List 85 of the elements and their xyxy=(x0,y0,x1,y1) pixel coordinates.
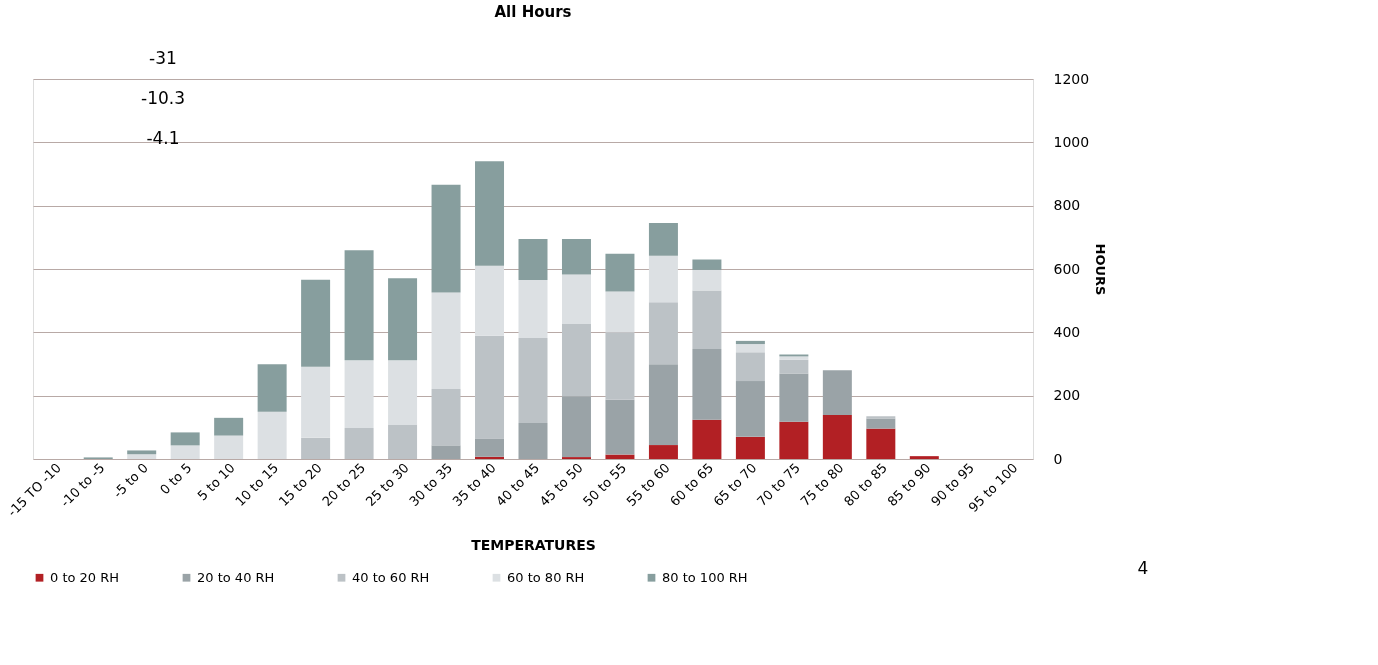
bar xyxy=(648,364,678,446)
legend-label: 60 to 80 RH xyxy=(507,569,585,585)
y-tick-label: 600 xyxy=(1053,260,1081,277)
bar xyxy=(431,292,461,390)
bar xyxy=(475,265,505,336)
bar xyxy=(735,340,765,345)
bar xyxy=(866,428,896,459)
bar xyxy=(388,278,418,361)
legend-label: 20 to 40 RH xyxy=(197,569,275,585)
x-axis-title: TEMPERATURES xyxy=(471,537,596,554)
bar xyxy=(648,255,678,303)
bar xyxy=(388,360,418,425)
y-tick-label: 0 xyxy=(1053,450,1063,467)
bar xyxy=(518,280,548,339)
bar xyxy=(735,381,765,437)
bar xyxy=(605,332,635,400)
y-tick-label: 200 xyxy=(1053,387,1081,404)
bar xyxy=(518,338,548,423)
bar xyxy=(475,438,505,457)
bar xyxy=(214,435,244,459)
bar xyxy=(779,421,809,459)
bar xyxy=(344,427,374,459)
bar xyxy=(301,279,331,367)
x-tick-label: 0 to 5 xyxy=(156,460,195,498)
bar xyxy=(692,259,722,270)
bar xyxy=(127,454,157,459)
bar xyxy=(344,360,374,428)
bar xyxy=(561,238,591,275)
bar xyxy=(127,450,157,455)
bar xyxy=(475,335,505,439)
bar xyxy=(475,456,505,459)
bar xyxy=(431,184,461,293)
chart-title: All Hours xyxy=(494,3,572,21)
legend-label: 80 to 100 RH xyxy=(662,569,748,585)
bar xyxy=(692,349,722,420)
bar xyxy=(605,399,635,455)
bar xyxy=(388,424,418,459)
bar xyxy=(735,344,765,353)
bar xyxy=(257,411,287,459)
bar xyxy=(257,364,287,412)
bar xyxy=(605,253,635,292)
annotation: -10.3 xyxy=(141,88,185,108)
bar xyxy=(648,445,678,459)
legend-label: 40 to 60 RH xyxy=(352,569,430,585)
bar xyxy=(518,422,548,459)
bar xyxy=(866,418,896,429)
y-tick-label: 400 xyxy=(1053,323,1081,340)
bar xyxy=(214,417,244,436)
bar xyxy=(648,302,678,365)
bar xyxy=(692,269,722,291)
y-tick-label: 1200 xyxy=(1053,70,1090,87)
bar xyxy=(779,373,809,422)
text: -31 xyxy=(149,48,177,68)
bar xyxy=(909,456,939,459)
bar xyxy=(692,419,722,459)
bar xyxy=(648,223,678,256)
bar xyxy=(344,250,374,361)
bar xyxy=(561,396,591,458)
y-axis-title: HOURS xyxy=(1093,243,1109,296)
bar xyxy=(822,414,852,459)
y-tick-label: 1000 xyxy=(1053,133,1090,150)
bar xyxy=(561,274,591,324)
annotation: -4.1 xyxy=(146,128,180,148)
y-tick-label: 800 xyxy=(1053,197,1081,214)
bar xyxy=(170,445,200,459)
bar xyxy=(475,161,505,266)
legend-label: 0 to 20 RH xyxy=(50,569,120,585)
bar xyxy=(605,454,635,459)
bar xyxy=(431,445,461,459)
bar xyxy=(431,389,461,446)
text: 4 xyxy=(1137,558,1149,578)
x-tick-label: -15 TO -10 xyxy=(4,460,64,520)
bar xyxy=(779,359,809,374)
bar xyxy=(866,416,896,419)
bar xyxy=(518,238,548,281)
bar xyxy=(822,370,852,415)
bar xyxy=(735,436,765,459)
bar xyxy=(692,290,722,350)
bar xyxy=(301,366,331,438)
bar xyxy=(605,291,635,333)
bar xyxy=(170,432,200,446)
bar xyxy=(561,323,591,397)
bar xyxy=(301,437,331,459)
bar xyxy=(735,352,765,382)
x-tick-label: -5 to 0 xyxy=(110,460,151,501)
